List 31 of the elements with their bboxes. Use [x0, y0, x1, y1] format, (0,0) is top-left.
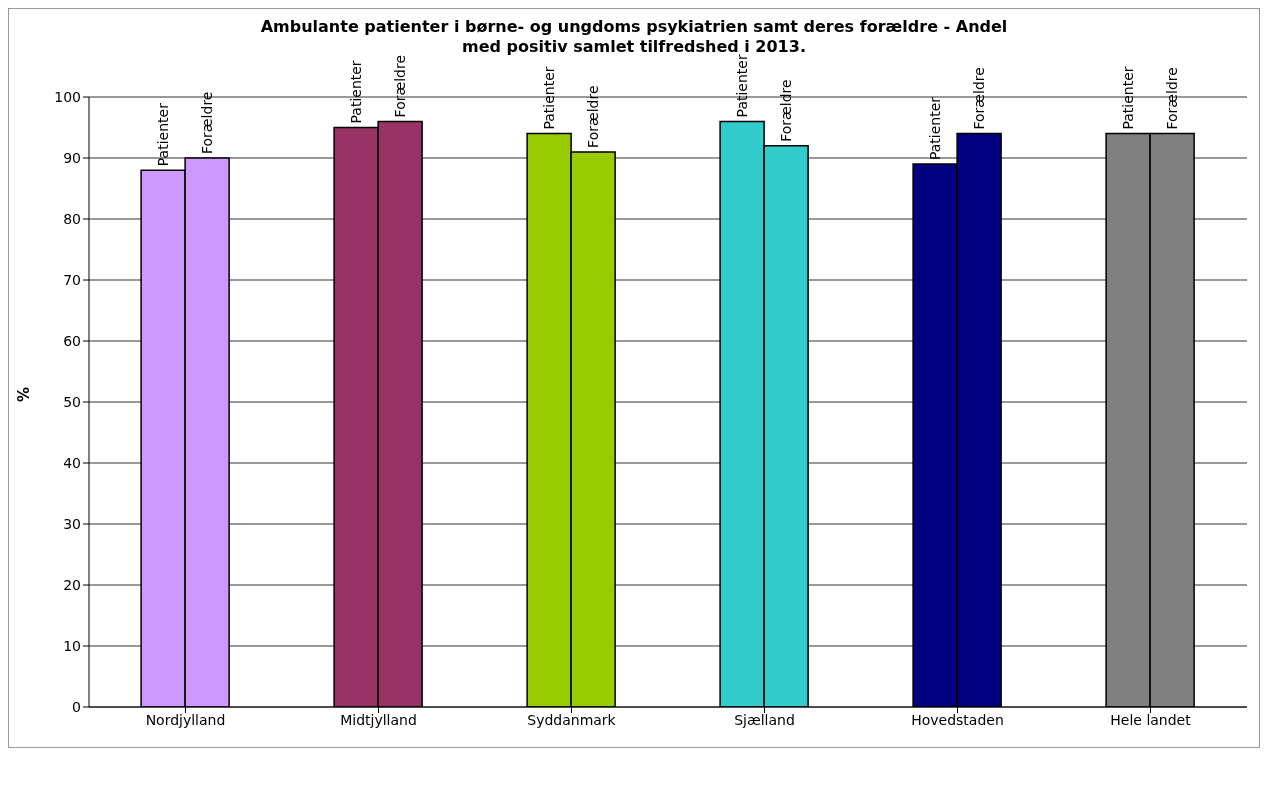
- x-tick-label: Sjælland: [734, 711, 795, 728]
- chart-title: Ambulante patienter i børne- og ungdoms psykiatrien samt deres forældre - Andel med positiv samlet tilfredshed i 2013.: [260, 17, 1008, 56]
- text: Forældre: [199, 91, 216, 154]
- text: Patienter: [348, 60, 365, 124]
- x-tick-label: Syddanmark: [527, 711, 617, 728]
- y-tick-label: 80: [63, 210, 81, 227]
- y-tick-label: 30: [63, 515, 81, 532]
- text: Forældre: [392, 54, 409, 118]
- y-tick-label: 20: [63, 576, 81, 593]
- x-tick-label: Hele landet: [1110, 711, 1192, 728]
- text: Patienter: [734, 54, 751, 118]
- y-tick-label: 10: [63, 637, 81, 654]
- y-tick-label: 40: [63, 454, 81, 471]
- y-tick-label: 100: [54, 88, 81, 105]
- x-tick-label: Nordjylland: [145, 711, 226, 728]
- text: Patienter: [927, 96, 944, 161]
- y-tick-label: 90: [63, 149, 81, 166]
- text: Patienter: [155, 102, 172, 167]
- x-tick-label: Hovedstaden: [911, 711, 1004, 728]
- text: Patienter: [1120, 66, 1137, 130]
- text: Forældre: [778, 79, 795, 142]
- y-tick-label: 60: [63, 332, 81, 349]
- y-tick-label: 0: [72, 698, 81, 715]
- text: Forældre: [585, 85, 602, 148]
- text: Forældre: [971, 67, 988, 130]
- y-axis-title: %: [15, 386, 34, 402]
- text: Patienter: [541, 66, 558, 130]
- text: Forældre: [1164, 67, 1181, 130]
- y-tick-label: 70: [63, 271, 81, 288]
- y-tick-label: 50: [63, 393, 81, 410]
- x-tick-label: Midtjylland: [340, 711, 417, 728]
